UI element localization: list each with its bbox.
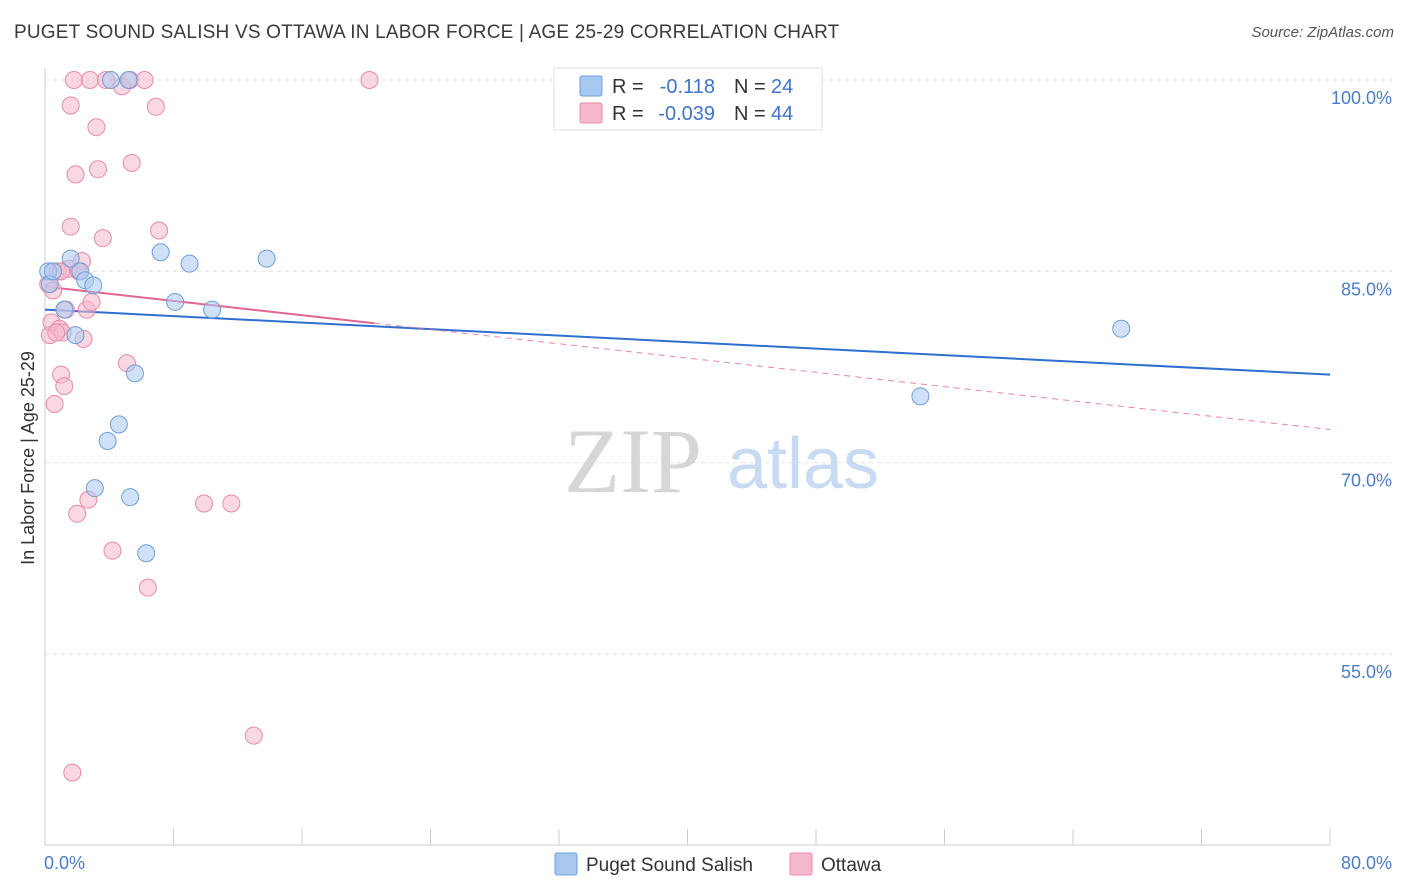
data-point-ottawa — [80, 71, 99, 89]
legend-r-label: R = — [612, 103, 644, 125]
data-point-puget — [121, 488, 140, 507]
data-point-ottawa — [89, 160, 108, 179]
legend-swatch-puget — [554, 852, 578, 876]
legend-swatch-puget — [579, 75, 603, 97]
data-point-puget — [101, 71, 120, 89]
data-point-ottawa — [61, 217, 80, 236]
data-point-ottawa — [82, 292, 101, 311]
series-legend: Puget Sound Salish Ottawa — [554, 852, 882, 876]
data-point-ottawa — [55, 377, 74, 396]
watermark: ZIP atlas — [564, 410, 879, 512]
data-point-ottawa — [150, 221, 169, 240]
watermark-zip: ZIP — [564, 410, 702, 512]
legend-r-value-ottawa: -0.039 — [658, 103, 715, 125]
data-point-ottawa — [61, 96, 80, 115]
legend-n-label: N = — [734, 76, 766, 98]
stats-legend: R = -0.118 N = 24 R = -0.039 N = 44 — [553, 67, 823, 131]
chart-source: Source: ZipAtlas.com — [1251, 24, 1394, 41]
axes — [44, 68, 1331, 846]
data-point-puget — [109, 415, 128, 434]
data-point-puget — [137, 544, 156, 563]
data-points — [39, 71, 1131, 782]
data-point-ottawa — [103, 541, 122, 560]
data-point-ottawa — [360, 71, 379, 89]
tick-labels: 55.0% 70.0% 85.0% 100.0% 0.0% 80.0% — [44, 88, 1392, 873]
legend-label-puget: Puget Sound Salish — [586, 855, 753, 876]
data-point-ottawa — [64, 71, 83, 89]
data-point-ottawa — [45, 394, 64, 413]
legend-r-value-puget: -0.118 — [660, 76, 715, 98]
data-point-ottawa — [138, 578, 157, 597]
y-tick-label: 55.0% — [1341, 662, 1392, 682]
data-point-puget — [84, 276, 103, 295]
data-point-ottawa — [93, 229, 112, 248]
data-point-ottawa — [222, 494, 241, 513]
x-tick-label: 0.0% — [44, 853, 85, 873]
legend-swatch-ottawa — [579, 102, 603, 124]
data-point-ottawa — [47, 323, 66, 342]
data-point-ottawa — [87, 118, 106, 137]
data-point-ottawa — [195, 494, 214, 513]
data-point-puget — [911, 387, 930, 406]
y-axis-label: In Labor Force | Age 25-29 — [18, 351, 38, 565]
y-tick-label: 70.0% — [1341, 471, 1392, 491]
data-point-ottawa — [244, 726, 263, 745]
data-point-puget — [98, 431, 117, 450]
trend-line-puget — [44, 308, 1331, 376]
data-point-puget — [180, 254, 199, 273]
data-point-puget — [85, 479, 104, 498]
legend-n-label: N = — [734, 103, 766, 125]
legend-n-value-puget: 24 — [771, 76, 793, 98]
data-point-puget — [44, 262, 63, 281]
data-point-puget — [125, 364, 144, 383]
grid-lines — [45, 79, 1392, 655]
data-point-puget — [55, 300, 74, 319]
legend-label-ottawa: Ottawa — [821, 855, 882, 876]
y-tick-label: 85.0% — [1341, 279, 1392, 299]
data-point-puget — [151, 243, 170, 262]
data-point-ottawa — [135, 71, 154, 89]
data-point-puget — [166, 292, 185, 311]
data-point-ottawa — [146, 97, 165, 116]
y-tick-label: 100.0% — [1331, 88, 1392, 108]
data-point-puget — [203, 300, 222, 319]
trend-lines — [44, 285, 1331, 430]
legend-swatch-ottawa — [789, 852, 813, 876]
chart-title: PUGET SOUND SALISH VS OTTAWA IN LABOR FO… — [14, 22, 840, 43]
legend-n-value-ottawa: 44 — [771, 103, 793, 125]
data-point-puget — [119, 71, 138, 89]
data-point-puget — [1112, 319, 1131, 338]
data-point-puget — [61, 249, 80, 268]
data-point-puget — [66, 326, 85, 345]
data-point-ottawa — [63, 763, 82, 782]
trend-line-ottawa-extension — [374, 322, 1331, 430]
data-point-puget — [257, 249, 276, 268]
data-point-ottawa — [122, 153, 141, 172]
watermark-atlas: atlas — [727, 424, 879, 504]
legend-r-label: R = — [612, 76, 644, 98]
x-tick-label: 80.0% — [1341, 853, 1392, 873]
data-point-ottawa — [66, 165, 85, 184]
data-point-ottawa — [68, 504, 87, 523]
